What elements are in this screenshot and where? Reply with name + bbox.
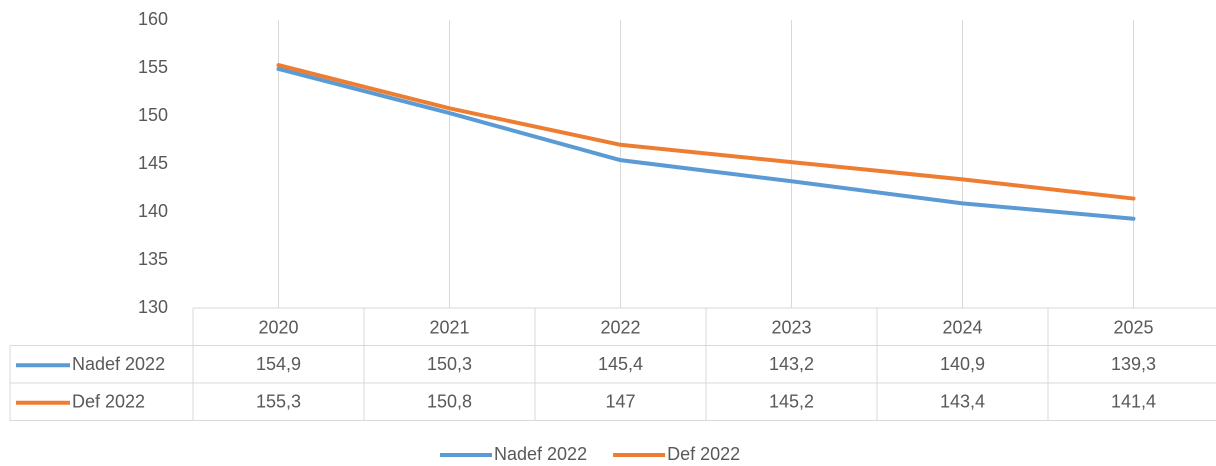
table-cell: 145,2 [769, 392, 814, 412]
legend-label: Def 2022 [667, 444, 740, 464]
legend-label: Nadef 2022 [494, 444, 587, 464]
table-cell: 143,2 [769, 354, 814, 374]
table-cell: 143,4 [940, 392, 985, 412]
x-tick-label: 2020 [258, 318, 298, 338]
x-tick-label: 2024 [942, 318, 982, 338]
y-tick-label: 155 [138, 57, 168, 77]
table-cell: 145,4 [598, 354, 643, 374]
y-tick-label: 145 [138, 153, 168, 173]
x-tick-label: 2025 [1113, 318, 1153, 338]
series-line [276, 66, 1136, 221]
series-line [276, 63, 1136, 201]
y-tick-label: 130 [138, 297, 168, 317]
y-tick-label: 135 [138, 249, 168, 269]
table-cell: 155,3 [256, 392, 301, 412]
table-cell: 150,8 [427, 392, 472, 412]
x-tick-label: 2022 [600, 318, 640, 338]
table-cell: 140,9 [940, 354, 985, 374]
y-tick-label: 150 [138, 105, 168, 125]
table-cell: 154,9 [256, 354, 301, 374]
table-cell: 141,4 [1111, 392, 1156, 412]
table-row-label: Nadef 2022 [72, 354, 165, 374]
table-row-label: Def 2022 [72, 392, 145, 412]
table-cell: 147 [605, 392, 635, 412]
x-tick-label: 2023 [771, 318, 811, 338]
y-tick-label: 160 [138, 9, 168, 29]
table-cell: 150,3 [427, 354, 472, 374]
table-cell: 139,3 [1111, 354, 1156, 374]
x-tick-label: 2021 [429, 318, 469, 338]
y-tick-label: 140 [138, 201, 168, 221]
